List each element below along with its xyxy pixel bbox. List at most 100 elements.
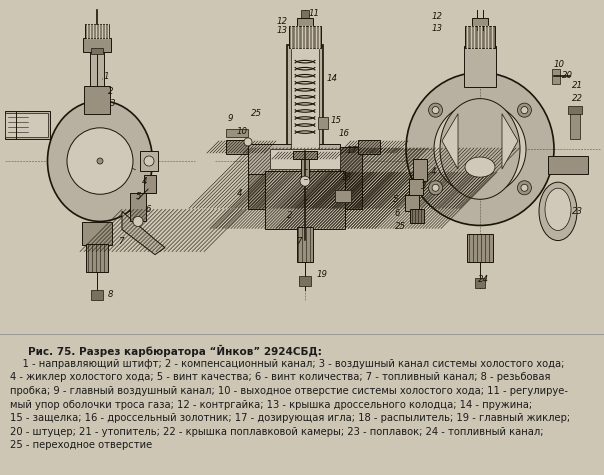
Circle shape — [518, 103, 532, 117]
Circle shape — [144, 156, 154, 166]
Bar — [85, 24, 109, 38]
Text: 17: 17 — [347, 146, 358, 155]
Bar — [301, 10, 309, 18]
Bar — [248, 144, 340, 174]
Text: 4: 4 — [237, 189, 242, 198]
Text: 25: 25 — [251, 109, 262, 118]
Text: 7: 7 — [296, 237, 301, 246]
Text: 3: 3 — [421, 182, 426, 190]
Bar — [475, 278, 485, 288]
Text: 2: 2 — [108, 87, 114, 96]
Circle shape — [432, 184, 439, 191]
Bar — [335, 190, 351, 202]
Bar — [227, 141, 247, 153]
Bar — [84, 86, 110, 114]
Bar — [91, 48, 103, 54]
Bar — [248, 147, 270, 209]
Text: 23: 23 — [572, 207, 583, 216]
Circle shape — [97, 158, 103, 164]
Text: 8: 8 — [108, 290, 114, 299]
Bar — [359, 141, 379, 153]
Text: 20: 20 — [562, 71, 573, 80]
Text: 1 - направляющий штифт; 2 - компенсационный канал; 3 - воздушный канал системы х: 1 - направляющий штифт; 2 - компенсацион… — [10, 359, 570, 450]
Bar — [413, 159, 427, 181]
Bar — [552, 69, 560, 84]
Bar — [287, 45, 323, 154]
Bar — [465, 26, 495, 48]
Ellipse shape — [465, 157, 495, 177]
Bar — [5, 111, 50, 139]
Text: 3: 3 — [110, 99, 115, 108]
Bar — [265, 171, 345, 229]
Text: 15: 15 — [331, 116, 342, 125]
Bar — [464, 46, 496, 86]
Text: 25: 25 — [395, 222, 406, 231]
Circle shape — [432, 106, 439, 114]
Bar — [289, 26, 321, 48]
Text: 7: 7 — [118, 237, 123, 246]
Bar — [270, 149, 340, 169]
Text: 18: 18 — [341, 172, 352, 181]
Bar — [291, 48, 319, 151]
Text: 4: 4 — [431, 167, 437, 176]
Text: 12: 12 — [277, 17, 288, 26]
Text: 13: 13 — [277, 26, 288, 35]
Bar — [140, 151, 158, 171]
Text: 9: 9 — [228, 114, 234, 124]
Text: Рис. 75. Разрез карбюратора “Йнков” 2924СБД:: Рис. 75. Разрез карбюратора “Йнков” 2924… — [28, 345, 322, 357]
Circle shape — [521, 106, 528, 114]
Text: 1: 1 — [104, 72, 109, 81]
Text: 4: 4 — [142, 177, 147, 186]
Text: 10: 10 — [554, 60, 565, 69]
Circle shape — [521, 184, 528, 191]
Text: 6: 6 — [394, 209, 399, 218]
Bar — [299, 276, 311, 286]
Circle shape — [67, 128, 133, 194]
Bar — [226, 140, 248, 154]
Text: 2: 2 — [287, 211, 292, 220]
Text: 11: 11 — [309, 9, 320, 18]
Bar — [568, 105, 582, 114]
Ellipse shape — [406, 73, 554, 226]
Bar — [570, 109, 580, 139]
Text: 5: 5 — [136, 192, 141, 201]
Circle shape — [429, 180, 443, 195]
Text: 12: 12 — [432, 11, 443, 20]
Ellipse shape — [440, 99, 520, 200]
Ellipse shape — [539, 182, 577, 240]
Polygon shape — [122, 211, 165, 255]
Bar — [405, 195, 419, 211]
Bar — [122, 209, 162, 252]
Circle shape — [518, 180, 532, 195]
Text: 5: 5 — [393, 195, 399, 204]
Bar — [472, 18, 488, 26]
Circle shape — [434, 103, 526, 195]
Text: 6: 6 — [145, 205, 150, 214]
Bar — [90, 52, 104, 88]
Text: 13: 13 — [432, 24, 443, 33]
Bar — [226, 129, 248, 137]
Bar — [83, 38, 111, 52]
Ellipse shape — [48, 101, 152, 221]
Text: 21: 21 — [572, 81, 583, 90]
Circle shape — [429, 103, 443, 117]
Bar — [410, 209, 424, 223]
Polygon shape — [442, 114, 458, 169]
Text: 19: 19 — [317, 270, 328, 279]
Bar — [5, 113, 48, 137]
Bar — [82, 222, 112, 245]
Circle shape — [133, 217, 143, 227]
Text: 14: 14 — [327, 74, 338, 83]
Circle shape — [300, 176, 310, 186]
Bar — [297, 18, 313, 26]
Bar — [144, 175, 156, 193]
Bar — [318, 117, 328, 129]
Polygon shape — [502, 114, 518, 169]
Bar — [301, 159, 309, 181]
Bar — [358, 140, 380, 154]
Text: 22: 22 — [572, 94, 583, 103]
Text: 16: 16 — [339, 129, 350, 138]
Bar — [130, 193, 146, 221]
Bar — [266, 172, 280, 228]
Bar — [467, 234, 493, 262]
